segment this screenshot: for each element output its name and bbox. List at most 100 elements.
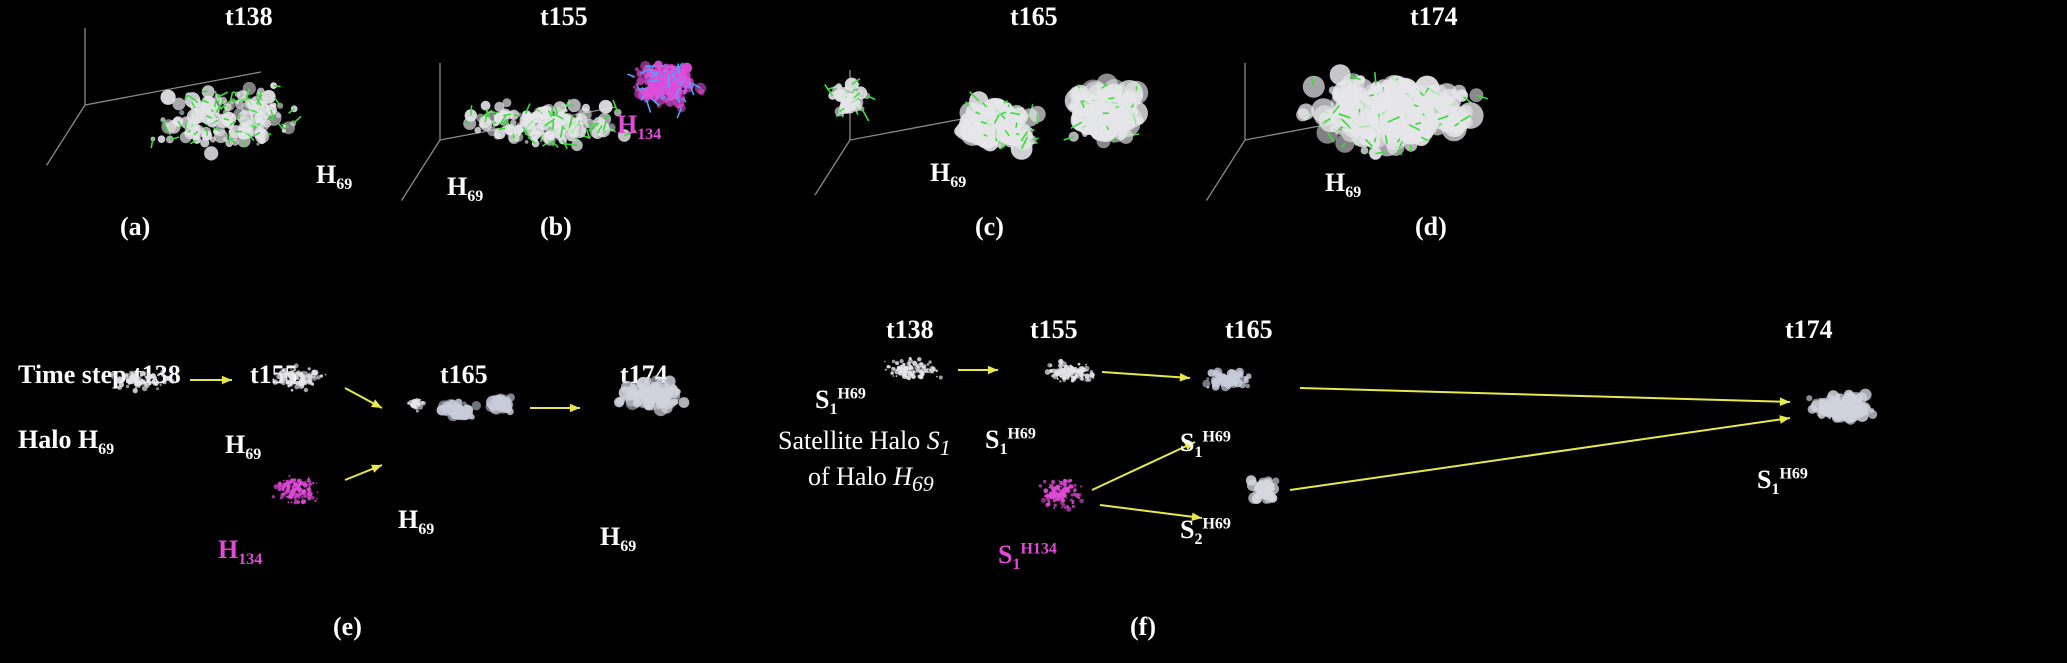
particle [1452, 84, 1467, 99]
particle [1806, 395, 1813, 402]
velocity-vector [464, 120, 471, 125]
particle [308, 485, 311, 488]
particle [1348, 112, 1370, 134]
e-cluster-t165-left [407, 398, 426, 413]
particle [324, 373, 327, 376]
velocity-vector [602, 121, 607, 131]
particle [892, 375, 895, 377]
velocity-vector [191, 101, 196, 109]
particle [524, 140, 529, 144]
particle [1028, 135, 1037, 144]
velocity-vector [568, 114, 574, 128]
e-h134-t155: H134 [218, 535, 263, 569]
particle [912, 370, 916, 374]
particle [1055, 496, 1060, 502]
velocity-vector [513, 114, 521, 117]
particle [1045, 491, 1048, 494]
particle [307, 483, 310, 487]
particle [1066, 506, 1072, 512]
particle [306, 487, 312, 492]
velocity-vector [1476, 94, 1489, 100]
f-s1-h134-t155: S1H134 [998, 540, 1057, 574]
velocity-vector [688, 81, 695, 96]
particle [633, 397, 637, 402]
velocity-vector [649, 69, 658, 77]
particle [281, 368, 286, 373]
particle [204, 146, 219, 161]
caption-d: (d) [1415, 212, 1447, 241]
particle [637, 396, 641, 399]
arrow-head [1184, 442, 1195, 451]
velocity-vector [527, 136, 537, 145]
f-s1-t174: S1H69 [1757, 465, 1808, 499]
particle [1069, 498, 1073, 502]
e-time-t165: t165 [440, 360, 488, 389]
e-cluster-t138 [108, 370, 175, 394]
particle [1077, 362, 1081, 366]
axis-line [814, 139, 851, 196]
particle [172, 97, 186, 111]
particle [290, 501, 293, 504]
particle [565, 123, 574, 132]
particle [632, 392, 636, 396]
particle [469, 414, 475, 420]
particle [152, 375, 157, 381]
particle [1053, 371, 1059, 377]
particle [899, 359, 904, 364]
particle [1053, 503, 1057, 507]
particle [201, 85, 215, 99]
particle [1268, 493, 1278, 503]
arrow-f-6 [1289, 415, 1791, 491]
particle [895, 361, 900, 366]
particle [447, 399, 457, 409]
particle [293, 496, 297, 500]
velocity-vector [243, 140, 247, 147]
particle [1234, 377, 1241, 384]
particle [447, 409, 454, 416]
particle [480, 100, 491, 111]
velocity-vector [969, 91, 980, 102]
particle [1053, 507, 1056, 510]
velocity-vector [228, 91, 234, 105]
caption-b: (b) [540, 212, 572, 241]
velocity-vector [1406, 123, 1421, 131]
particle [639, 384, 648, 393]
particle [159, 383, 162, 387]
particle [297, 487, 303, 493]
velocity-vector [585, 128, 590, 138]
particle [1070, 369, 1075, 375]
particle [966, 102, 985, 122]
particle [305, 371, 308, 374]
arrow-head [1779, 397, 1790, 406]
f-cluster-t165-s2 [1245, 475, 1280, 504]
f-cluster-t138 [884, 357, 943, 381]
particle [1072, 489, 1076, 493]
velocity-vector [645, 99, 652, 113]
particle [1089, 372, 1095, 378]
particle [1130, 89, 1144, 103]
particle [531, 111, 544, 123]
particle [895, 369, 899, 372]
axes-a [45, 28, 262, 166]
particle [290, 375, 294, 379]
particle [1412, 100, 1425, 113]
particle [256, 142, 260, 146]
cluster-b-h69 [463, 98, 637, 152]
particle [1044, 369, 1051, 375]
particle [419, 398, 422, 401]
f-time-t174: t174 [1785, 315, 1833, 344]
velocity-vector [229, 138, 236, 144]
particle [304, 494, 309, 498]
particle [153, 379, 155, 381]
particle [1068, 103, 1075, 111]
particle [316, 375, 321, 380]
velocity-vector [1384, 134, 1388, 144]
particle [156, 387, 159, 391]
particle [1047, 499, 1051, 504]
velocity-vector [1020, 136, 1029, 150]
particle [1302, 75, 1325, 98]
particle [1049, 495, 1053, 499]
particle [1113, 127, 1127, 140]
velocity-vector [215, 100, 224, 113]
velocity-vector [866, 95, 876, 101]
